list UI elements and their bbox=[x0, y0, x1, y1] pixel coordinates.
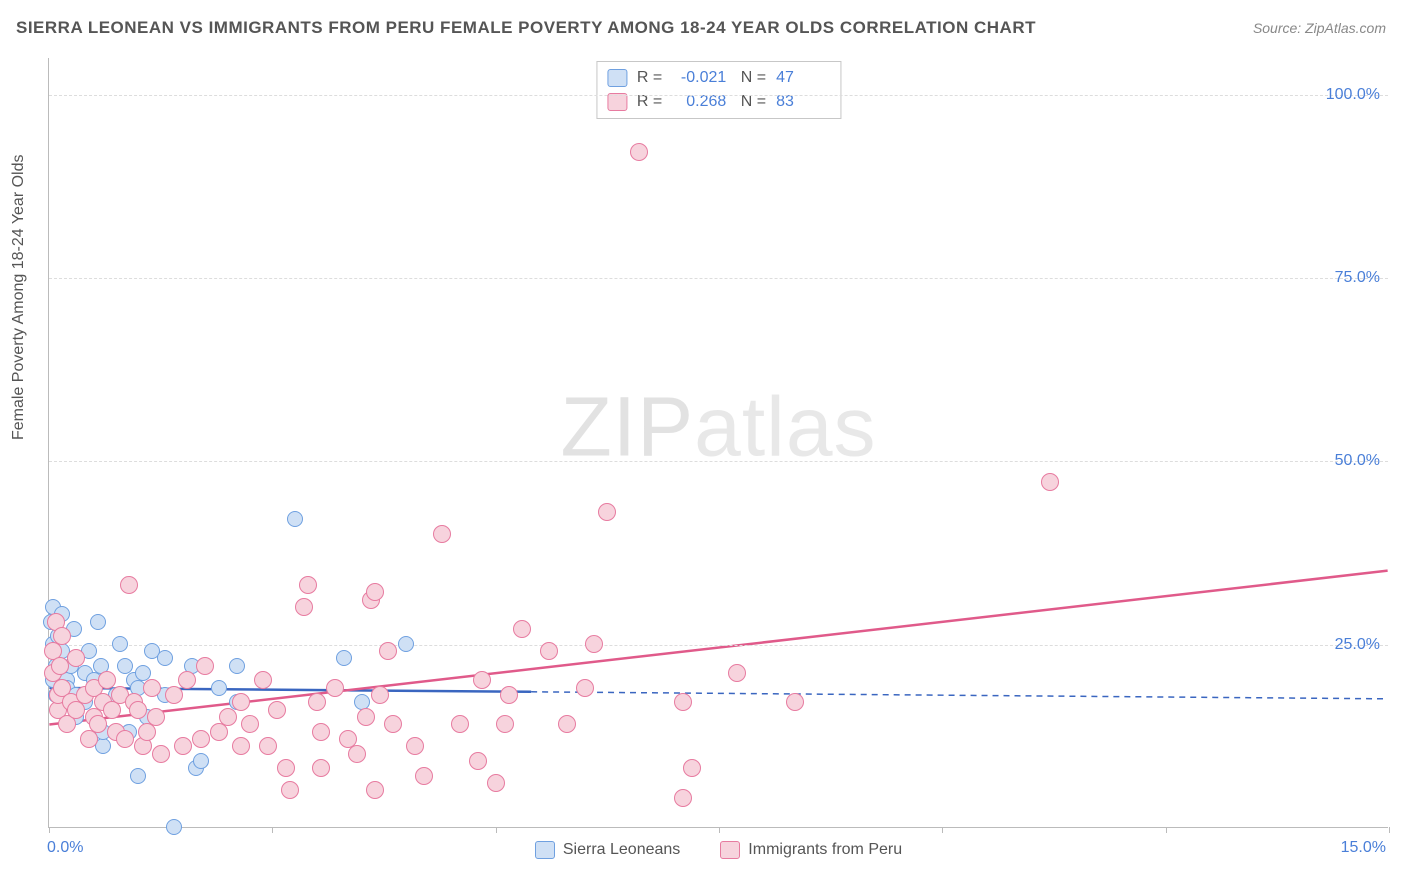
data-point bbox=[157, 650, 173, 666]
y-tick-label: 100.0% bbox=[1326, 86, 1380, 104]
data-point bbox=[384, 715, 402, 733]
data-point bbox=[496, 715, 514, 733]
data-point bbox=[500, 686, 518, 704]
data-point bbox=[232, 693, 250, 711]
data-point bbox=[178, 671, 196, 689]
x-tick-label: 0.0% bbox=[47, 839, 83, 857]
data-point bbox=[366, 781, 384, 799]
data-point bbox=[120, 576, 138, 594]
data-point bbox=[366, 583, 384, 601]
data-point bbox=[98, 671, 116, 689]
scatter-plot: ZIPatlas R =-0.021 N =47R =0.268 N =83 S… bbox=[48, 58, 1388, 828]
data-point bbox=[336, 650, 352, 666]
data-point bbox=[371, 686, 389, 704]
data-point bbox=[415, 767, 433, 785]
y-tick-label: 25.0% bbox=[1335, 636, 1380, 654]
data-point bbox=[558, 715, 576, 733]
y-axis-title: Female Poverty Among 18-24 Year Olds bbox=[10, 155, 28, 441]
corr-legend-row: R =0.268 N =83 bbox=[607, 90, 830, 114]
data-point bbox=[232, 737, 250, 755]
trend-lines bbox=[49, 58, 1388, 827]
data-point bbox=[268, 701, 286, 719]
data-point bbox=[598, 503, 616, 521]
data-point bbox=[129, 701, 147, 719]
data-point bbox=[211, 680, 227, 696]
x-tick bbox=[496, 827, 497, 833]
data-point bbox=[196, 657, 214, 675]
data-point bbox=[406, 737, 424, 755]
data-point bbox=[287, 511, 303, 527]
data-point bbox=[281, 781, 299, 799]
data-point bbox=[576, 679, 594, 697]
gridline bbox=[49, 461, 1388, 462]
data-point bbox=[379, 642, 397, 660]
data-point bbox=[451, 715, 469, 733]
data-point bbox=[786, 693, 804, 711]
legend-item: Sierra Leoneans bbox=[535, 841, 680, 859]
y-tick-label: 50.0% bbox=[1335, 452, 1380, 470]
gridline bbox=[49, 278, 1388, 279]
data-point bbox=[357, 708, 375, 726]
x-tick bbox=[1389, 827, 1390, 833]
data-point bbox=[1041, 473, 1059, 491]
data-point bbox=[398, 636, 414, 652]
data-point bbox=[487, 774, 505, 792]
data-point bbox=[254, 671, 272, 689]
data-point bbox=[143, 679, 161, 697]
data-point bbox=[259, 737, 277, 755]
data-point bbox=[312, 723, 330, 741]
data-point bbox=[147, 708, 165, 726]
data-point bbox=[433, 525, 451, 543]
data-point bbox=[117, 658, 133, 674]
data-point bbox=[299, 576, 317, 594]
data-point bbox=[241, 715, 259, 733]
x-tick-label: 15.0% bbox=[1341, 839, 1386, 857]
data-point bbox=[469, 752, 487, 770]
gridline bbox=[49, 645, 1388, 646]
data-point bbox=[728, 664, 746, 682]
source-label: Source: ZipAtlas.com bbox=[1253, 20, 1386, 36]
data-point bbox=[193, 753, 209, 769]
data-point bbox=[219, 708, 237, 726]
data-point bbox=[229, 658, 245, 674]
data-point bbox=[513, 620, 531, 638]
data-point bbox=[90, 614, 106, 630]
data-point bbox=[540, 642, 558, 660]
x-tick bbox=[272, 827, 273, 833]
data-point bbox=[165, 686, 183, 704]
data-point bbox=[53, 627, 71, 645]
data-point bbox=[152, 745, 170, 763]
data-point bbox=[277, 759, 295, 777]
data-point bbox=[174, 737, 192, 755]
data-point bbox=[166, 819, 182, 835]
data-point bbox=[674, 693, 692, 711]
data-point bbox=[308, 693, 326, 711]
data-point bbox=[348, 745, 366, 763]
x-tick bbox=[1166, 827, 1167, 833]
data-point bbox=[473, 671, 491, 689]
data-point bbox=[192, 730, 210, 748]
data-point bbox=[116, 730, 134, 748]
data-point bbox=[112, 636, 128, 652]
data-point bbox=[674, 789, 692, 807]
data-point bbox=[585, 635, 603, 653]
data-point bbox=[326, 679, 344, 697]
gridline bbox=[49, 95, 1388, 96]
y-tick-label: 75.0% bbox=[1335, 269, 1380, 287]
corr-legend-row: R =-0.021 N =47 bbox=[607, 66, 830, 90]
correlation-legend: R =-0.021 N =47R =0.268 N =83 bbox=[596, 61, 841, 119]
data-point bbox=[630, 143, 648, 161]
chart-title: SIERRA LEONEAN VS IMMIGRANTS FROM PERU F… bbox=[16, 18, 1036, 38]
data-point bbox=[683, 759, 701, 777]
legend-item: Immigrants from Peru bbox=[720, 841, 902, 859]
x-tick bbox=[719, 827, 720, 833]
data-point bbox=[295, 598, 313, 616]
data-point bbox=[67, 649, 85, 667]
data-point bbox=[130, 768, 146, 784]
data-point bbox=[89, 715, 107, 733]
x-tick bbox=[942, 827, 943, 833]
data-point bbox=[312, 759, 330, 777]
x-tick bbox=[49, 827, 50, 833]
series-legend: Sierra Leoneans Immigrants from Peru bbox=[49, 841, 1388, 859]
